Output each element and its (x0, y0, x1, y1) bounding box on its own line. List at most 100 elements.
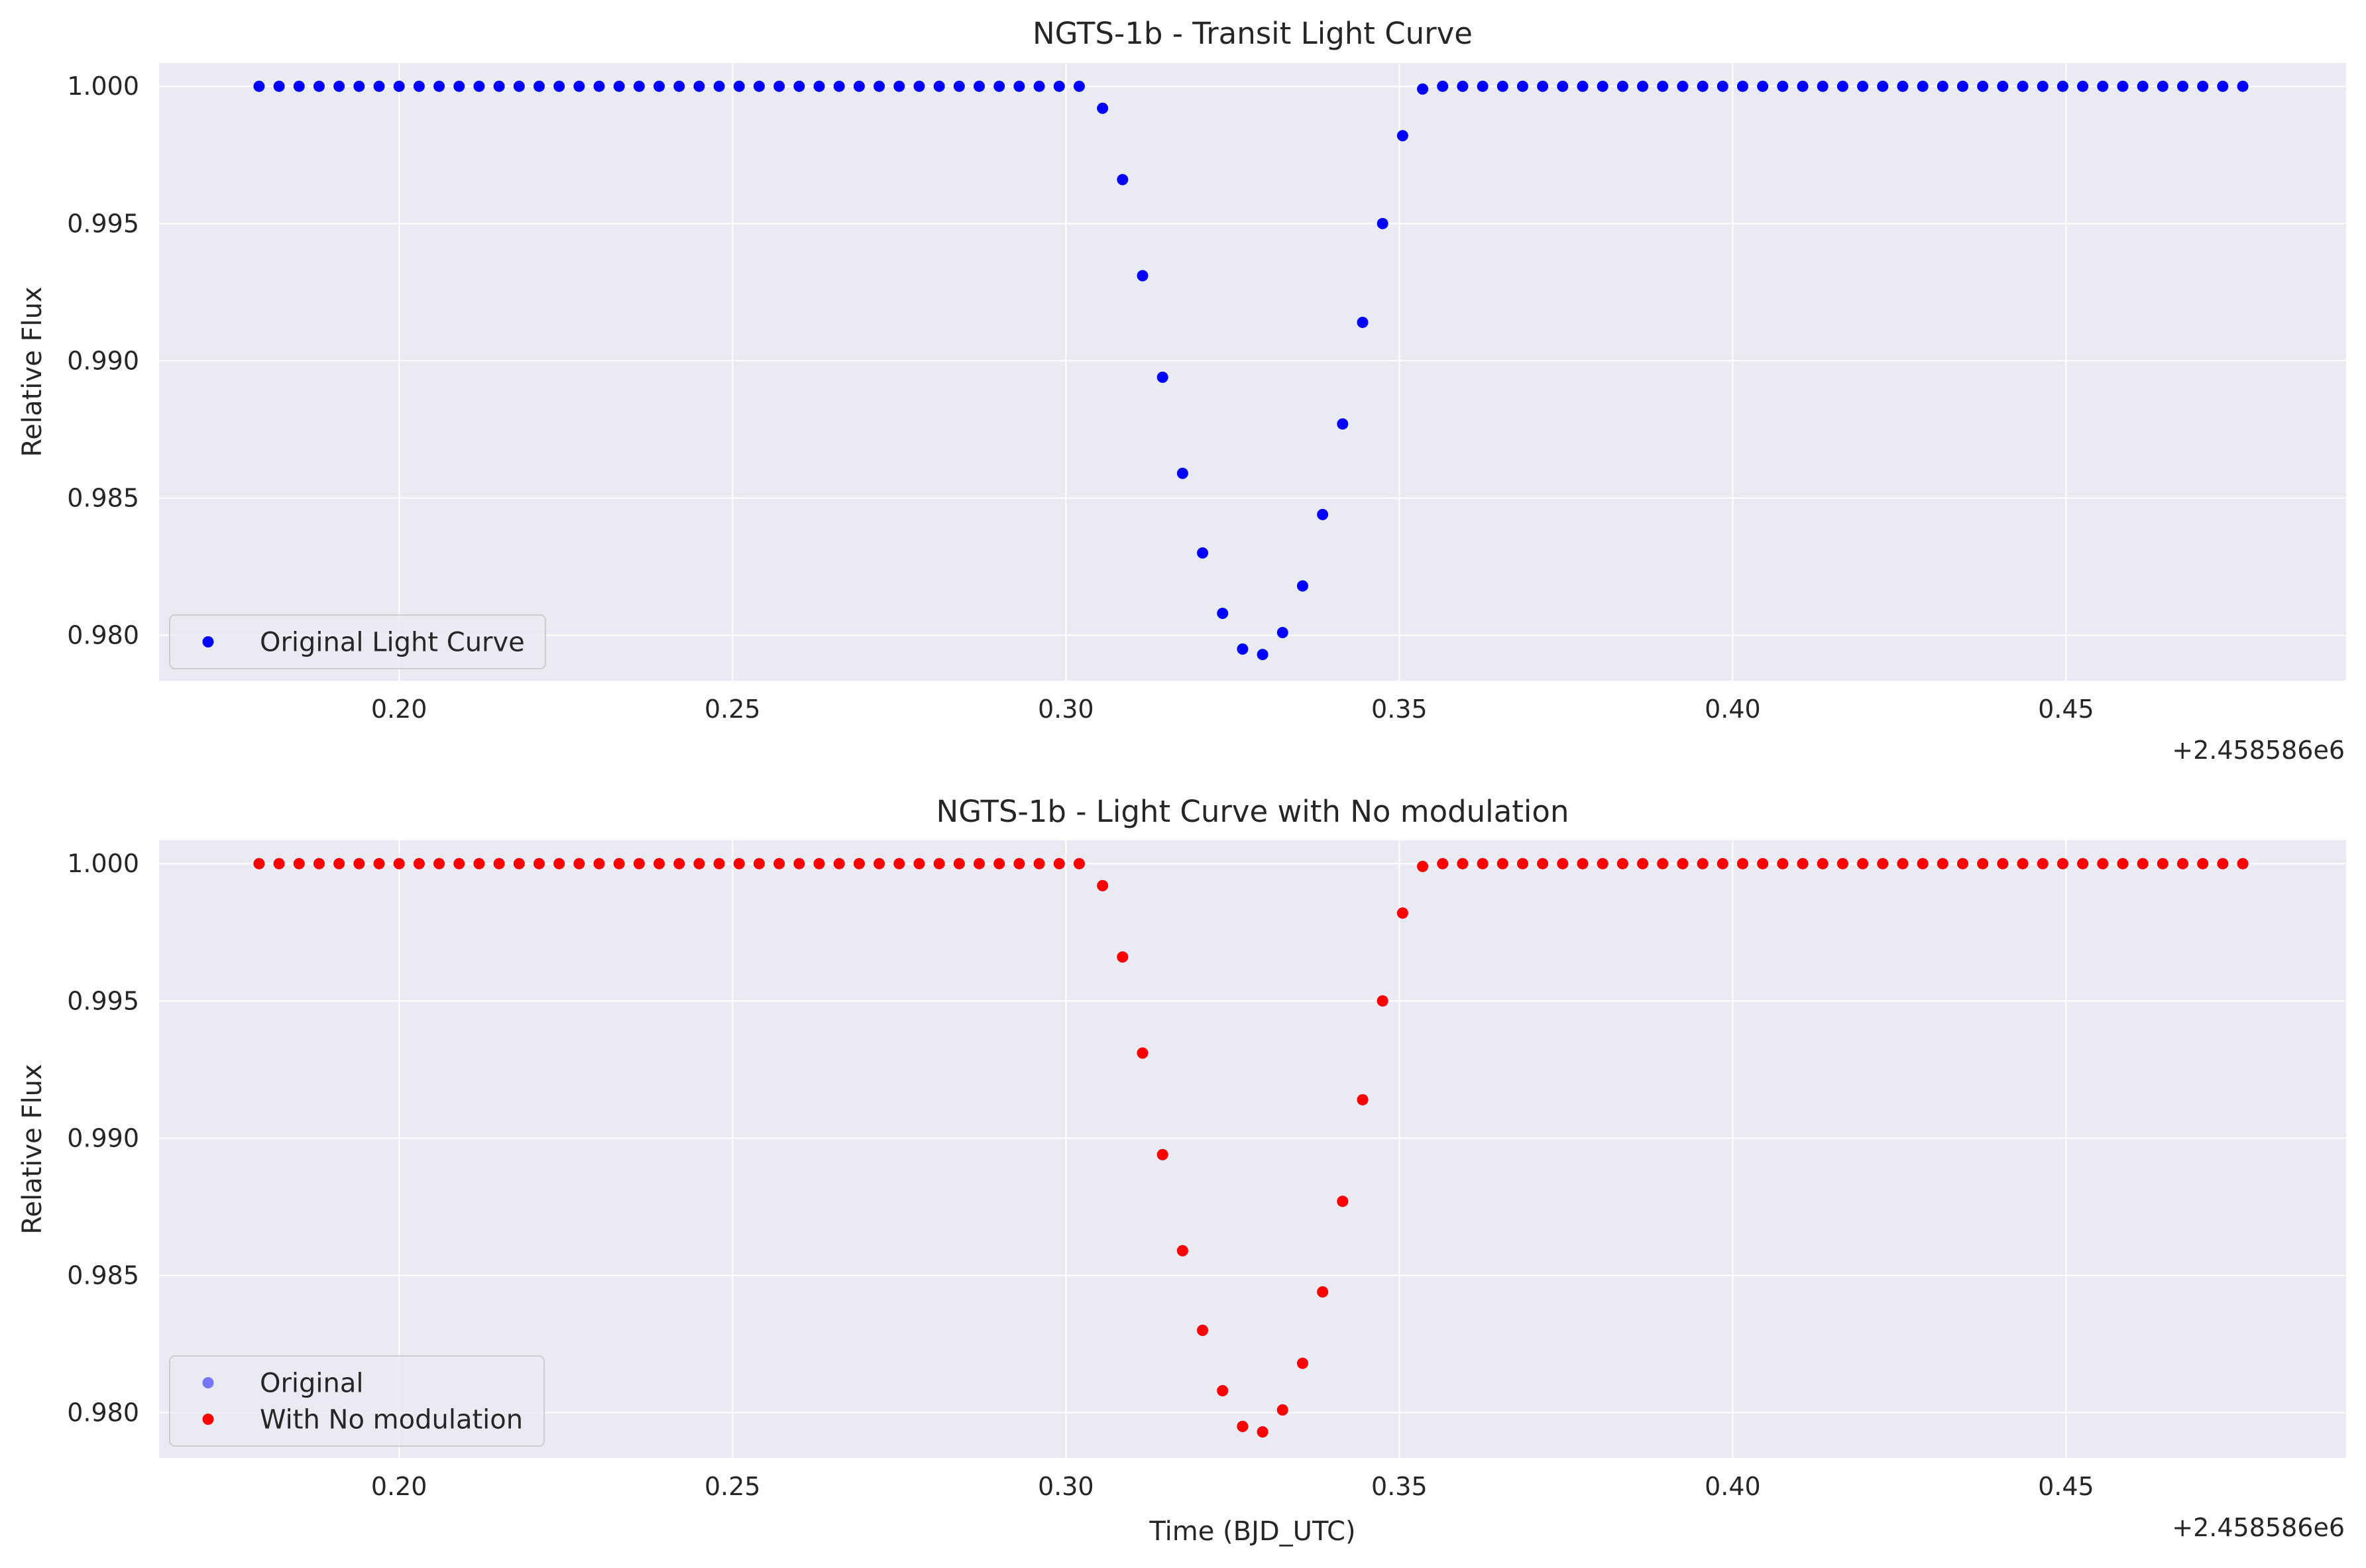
bottom-data-point (1237, 1420, 1249, 1432)
bottom-legend: Original With No modulation (169, 1355, 545, 1447)
top-data-point (1197, 547, 1209, 559)
bottom-data-point (1937, 858, 1948, 869)
bottom-data-point (933, 858, 945, 869)
bottom-data-point (2217, 858, 2229, 869)
top-data-point (1937, 80, 1948, 92)
top-data-point (993, 80, 1005, 92)
bottom-x-tick-label: 0.40 (1705, 1472, 1761, 1501)
top-data-point (1237, 643, 1249, 655)
top-data-point (353, 80, 365, 92)
bottom-data-point (1857, 858, 1869, 869)
top-data-point (1477, 80, 1489, 92)
top-data-point (1836, 80, 1848, 92)
bottom-data-point (773, 858, 785, 869)
top-data-point (1073, 80, 1085, 92)
bottom-y-axis-label: Relative Flux (17, 1064, 48, 1234)
top-data-point (533, 80, 545, 92)
top-x-tick-label: 0.45 (2038, 695, 2094, 724)
bottom-data-point (733, 858, 745, 869)
bottom-data-point (273, 858, 285, 869)
bottom-data-point (2056, 858, 2068, 869)
bottom-data-point (1797, 858, 1809, 869)
top-data-point (1977, 80, 1989, 92)
bottom-scatter-points (253, 858, 2249, 1438)
top-data-point (1156, 371, 1168, 383)
top-plot-area (159, 63, 2346, 681)
top-data-point (1357, 316, 1369, 328)
bottom-data-point (1577, 858, 1589, 869)
bottom-series-1 (253, 858, 2249, 1438)
bottom-data-point (1197, 1324, 1209, 1336)
bottom-data-point (953, 858, 965, 869)
top-data-point (1697, 80, 1709, 92)
top-data-point (1053, 80, 1065, 92)
bottom-data-point (913, 858, 925, 869)
bottom-data-point (1417, 860, 1429, 872)
bottom-data-point (2157, 858, 2169, 869)
top-data-point (1296, 580, 1308, 592)
top-data-point (693, 80, 705, 92)
top-data-point (553, 80, 565, 92)
top-data-point (974, 80, 985, 92)
top-data-point (2177, 80, 2189, 92)
bottom-data-point (593, 858, 605, 869)
bottom-plot-area (159, 840, 2346, 1458)
bottom-data-point (653, 858, 665, 869)
top-data-point (2217, 80, 2229, 92)
bottom-data-point (1396, 907, 1408, 919)
top-data-point (1637, 80, 1649, 92)
bottom-data-point (1956, 858, 1968, 869)
top-data-point (893, 80, 905, 92)
top-data-point (613, 80, 625, 92)
top-x-tick-label: 0.25 (704, 695, 761, 724)
bottom-plot-panel: 0.20 0.25 0.30 0.35 0.40 0.45 0.980 0.985 0.990… (17, 794, 2346, 1547)
top-data-point (1557, 80, 1569, 92)
top-data-point (1677, 80, 1689, 92)
bottom-data-point (1457, 858, 1469, 869)
top-data-point (493, 80, 505, 92)
top-x-tick-labels: 0.20 0.25 0.30 0.35 0.40 0.45 (371, 695, 2094, 724)
bottom-data-point (1677, 858, 1689, 869)
bottom-data-point (413, 858, 425, 869)
bottom-data-point (1717, 858, 1728, 869)
bottom-data-point (633, 858, 645, 869)
bottom-data-point (1477, 858, 1489, 869)
top-data-point (633, 80, 645, 92)
bottom-data-point (1917, 858, 1929, 869)
top-data-point (273, 80, 285, 92)
bottom-data-point (1597, 858, 1608, 869)
top-data-point (1797, 80, 1809, 92)
top-data-point (833, 80, 845, 92)
top-data-point (853, 80, 865, 92)
bottom-x-tick-labels: 0.20 0.25 0.30 0.35 0.40 0.45 (371, 1472, 2094, 1501)
top-data-point (1877, 80, 1889, 92)
bottom-data-point (1317, 1286, 1329, 1298)
bottom-data-point (753, 858, 765, 869)
bottom-data-point (713, 858, 725, 869)
top-data-point (1817, 80, 1829, 92)
bottom-data-point (2117, 858, 2129, 869)
bottom-data-point (1357, 1093, 1369, 1105)
bottom-data-point (473, 858, 485, 869)
bottom-data-point (2077, 858, 2089, 869)
top-data-point (913, 80, 925, 92)
bottom-data-point (2237, 858, 2249, 869)
top-data-point (2157, 80, 2169, 92)
bottom-data-point (393, 858, 405, 869)
bottom-data-point (1033, 858, 1045, 869)
bottom-data-point (2197, 858, 2209, 869)
bottom-data-point (993, 858, 1005, 869)
top-data-point (1537, 80, 1549, 92)
top-data-point (453, 80, 465, 92)
bottom-data-point (1496, 858, 1508, 869)
bottom-legend-marker (202, 1377, 214, 1388)
top-data-point (1657, 80, 1669, 92)
top-data-point (1577, 80, 1589, 92)
bottom-legend-marker (202, 1414, 214, 1425)
top-data-point (2197, 80, 2209, 92)
bottom-data-point (313, 858, 325, 869)
bottom-data-point (1516, 858, 1528, 869)
bottom-data-point (433, 858, 445, 869)
bottom-data-point (1537, 858, 1549, 869)
top-x-offset-label: +2.458586e6 (2172, 736, 2345, 765)
